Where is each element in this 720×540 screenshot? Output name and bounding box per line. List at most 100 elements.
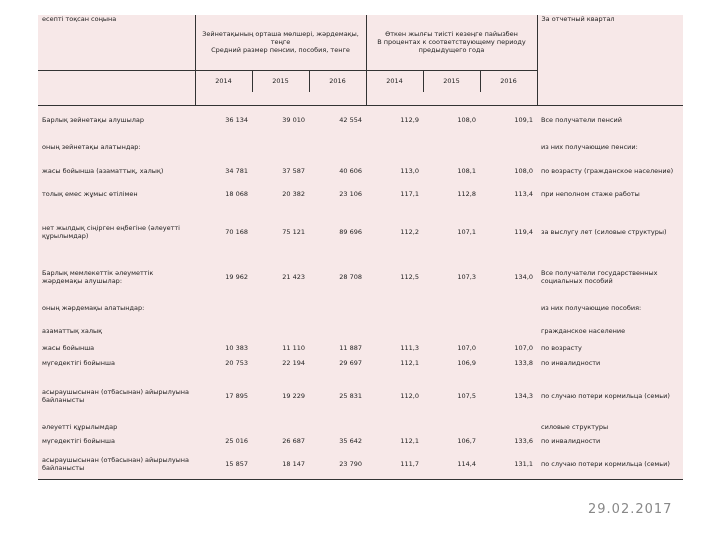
row-label-kz: азаматтық халық [42,326,103,335]
value-cell: 119,4 [514,227,534,236]
value-cell: 107,1 [457,227,476,236]
value-cell: 39 010 [282,116,305,125]
value-cell: 109,1 [514,116,534,125]
row-label-ru: по инвалидности [541,436,601,445]
row-label-kz: мүгедектігі бойынша [42,359,115,368]
table-row: мүгедектігі бойынша 25 016 26 687 35 642 112… [38,433,683,449]
year-header: 2014 [194,70,252,92]
value-cell: 89 696 [339,227,362,236]
value-cell: 134,3 [514,391,534,400]
value-cell [366,296,423,321]
value-cell: 29 697 [339,359,362,368]
row-label-kz: жасы бойынша (азаматтық, халық) [42,166,164,175]
row-label-kz: мүгедектігі бойынша [42,436,115,445]
row-label-kz: Барлық мемлекеттік әлеуметтік жәрдемақы … [42,268,154,285]
value-cell [309,421,366,433]
value-cell [252,296,309,321]
value-cell: 19 229 [282,391,305,400]
value-cell: 133,6 [514,436,534,445]
value-cell: 134,0 [514,272,534,281]
value-cell: 108,1 [457,166,476,175]
table-row: асыраушысынан (отбасынан) айырылуына бай… [38,371,683,421]
value-cell: 22 194 [282,359,305,368]
row-label-ru: гражданское население [541,326,626,335]
row-label-kz: нет жылдық сіңірген еңбегіне (әлеуетті қ… [42,223,180,240]
value-cell: 112,5 [400,272,419,281]
year-header: 2016 [308,70,366,92]
year-header: 2014 [365,70,423,92]
row-label-ru: из них получающие пособия: [541,304,642,313]
value-cell [366,135,423,160]
value-cell: 23 790 [309,449,366,480]
header-top-right: За отчетный квартал [536,15,684,105]
value-cell: 107,5 [457,391,476,400]
table-row: мүгедектігі бойынша 20 753 22 194 29 697 112… [38,356,683,371]
row-label-ru: по случаю потери кормильца (семьи) [541,391,670,400]
row-label-ru: силовые структуры [541,422,609,431]
header-top-left: есепті тоқсан соңына [42,15,117,23]
value-cell: 107,3 [457,272,476,281]
table-row: оның жәрдемақы алатындар: из них получающ… [38,296,683,321]
value-cell [309,296,366,321]
table-row: жасы бойынша (азаматтық, халық) 34 781 37 … [38,160,683,182]
row-label-kz: толық емес жұмыс өтілімен [42,189,138,198]
value-cell: 11 110 [282,344,305,353]
header-group: Өткен жылғы тиісті кезеңге пайызбен В пр… [365,15,538,70]
year-header: 2016 [479,70,538,92]
value-cell: 112,9 [400,116,419,125]
value-cell: 34 781 [225,166,248,175]
row-label-kz: жасы бойынша [42,344,95,353]
value-cell [480,135,537,160]
value-cell: 112,8 [457,189,476,198]
row-label-ru: по возрасту (гражданское население) [541,166,674,175]
value-cell: 75 121 [282,227,305,236]
value-cell [480,321,537,341]
value-cell: 19 962 [225,272,248,281]
value-cell: 117,1 [400,189,419,198]
table-body: есепті тоқсан соңына Зейнетақының орташа… [38,15,684,480]
row-label-kz: оның зейнетақы алатындар: [42,143,141,152]
value-cell: 106,7 [457,436,476,445]
value-cell: 18 147 [252,449,309,480]
row-label-ru: по случаю потери кормильца (семьи) [537,449,684,480]
data-table: есепті тоқсан соңына Зейнетақының орташа… [38,15,684,480]
value-cell: 112,1 [400,359,419,368]
row-label-ru: при неполном стаже работы [541,189,640,198]
row-label-ru: за выслугу лет (силовые структуры) [541,227,667,236]
table-row: Барлық зейнетақы алушылар 36 134 39 010 42 … [38,105,683,135]
value-cell: 108,0 [457,116,476,125]
value-cell [423,296,480,321]
row-label-ru: по возрасту [541,344,582,353]
row-label-kz: Барлық зейнетақы алушылар [42,116,144,125]
value-cell: 25 016 [225,436,248,445]
value-cell: 133,8 [514,359,534,368]
value-cell: 131,1 [480,449,538,480]
value-cell: 11 887 [339,344,362,353]
value-cell [423,135,480,160]
value-cell [423,421,480,433]
value-cell: 37 587 [282,166,305,175]
value-cell: 113,0 [400,166,419,175]
row-label-ru: из них получающие пенсии: [541,143,638,152]
value-cell: 20 753 [225,359,248,368]
year-header: 2015 [251,70,309,92]
footer-date: 29.02.2017 [588,502,673,517]
row-label-ru: Все получатели пенсий [541,116,622,125]
value-cell: 23 106 [339,189,362,198]
value-cell: 113,4 [514,189,534,198]
table-row: азаматтық халық гражданское население [38,321,683,341]
table-row: әлеуетті құрылымдар силовые структуры [38,421,683,433]
table-row: Барлық мемлекеттік әлеуметтік жәрдемақы … [38,258,683,296]
value-cell: 107,0 [457,344,476,353]
value-cell: 15 857 [195,449,252,480]
value-cell: 111,3 [400,344,419,353]
value-cell [252,421,309,433]
value-cell: 111,7 [366,449,423,480]
value-cell [309,321,366,341]
value-cell [195,135,252,160]
value-cell: 108,0 [514,166,534,175]
value-cell [366,321,423,341]
value-cell: 17 895 [225,391,248,400]
value-cell [480,421,537,433]
value-cell: 107,0 [514,344,534,353]
